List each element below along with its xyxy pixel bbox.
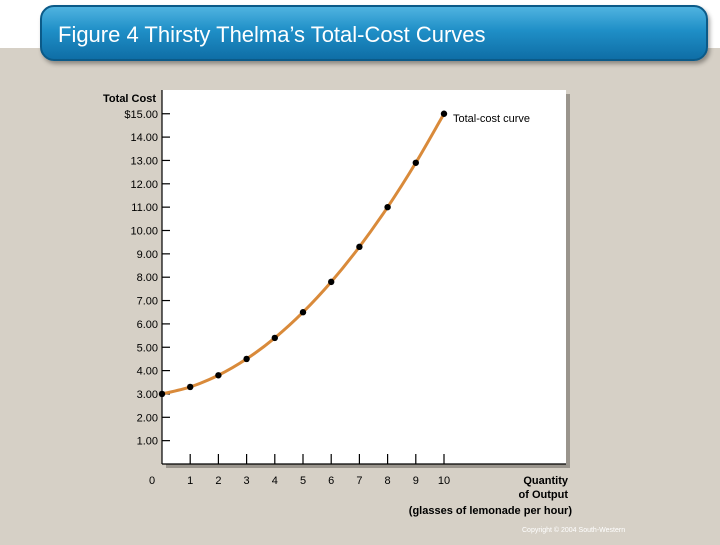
data-point-10 [440, 110, 448, 117]
y-tick-label-3: 4.00 [137, 366, 158, 378]
data-point-7 [356, 243, 363, 251]
data-point-4 [271, 334, 278, 342]
data-point-2 [215, 372, 222, 379]
y-tick-label-5: 6.00 [137, 319, 158, 331]
curve-annotation: Total-cost curve [453, 113, 530, 125]
y-tick-label-13: 14.00 [130, 132, 158, 144]
y-tick-label-10: 11.00 [131, 202, 158, 214]
plot-panel [162, 90, 566, 464]
y-axis-title: Total Cost [103, 93, 156, 105]
data-point-1 [187, 383, 194, 391]
x-tick-label-10: 10 [438, 475, 450, 487]
x-tick-label-7: 7 [356, 475, 362, 487]
y-tick-label-0: 1.00 [137, 436, 158, 448]
data-point-0 [158, 390, 166, 398]
data-point-5 [299, 309, 307, 316]
x-axis-title-line-3: (glasses of lemonade per hour) [409, 505, 573, 517]
data-point-8 [384, 203, 391, 211]
x-tick-label-1: 1 [187, 475, 193, 487]
x-axis-title-line-2: of Output [519, 489, 569, 501]
y-tick-label-8: 9.00 [137, 249, 158, 261]
data-point-9 [412, 159, 419, 166]
y-tick-label-6: 7.00 [137, 296, 158, 308]
y-tick-label-7: 8.00 [137, 272, 158, 284]
y-tick-label-1: 2.00 [137, 412, 158, 424]
x-tick-label-9: 9 [413, 475, 419, 487]
y-tick-label-11: 12.00 [130, 179, 158, 191]
y-tick-label-4: 5.00 [137, 342, 158, 354]
x-tick-label-3: 3 [244, 475, 250, 487]
x-tick-label-2: 2 [215, 475, 221, 487]
y-tick-label-9: 10.00 [130, 226, 158, 238]
page-title: Figure 4 Thirsty Thelma’s Total-Cost Cur… [58, 22, 486, 47]
x-tick-label-0: 0 [149, 475, 155, 487]
y-tick-label-12: 13.00 [130, 155, 158, 167]
copyright-notice: Copyright © 2004 South-Western [522, 527, 626, 534]
y-tick-label-2: 3.00 [137, 389, 158, 401]
title-bar: Figure 4 Thirsty Thelma’s Total-Cost Cur… [40, 5, 708, 61]
x-tick-label-5: 5 [300, 475, 306, 487]
data-point-3 [243, 355, 250, 363]
x-axis-title-line-1: Quantity [523, 475, 568, 487]
x-tick-label-4: 4 [272, 475, 278, 487]
data-point-6 [328, 278, 335, 286]
x-tick-label-8: 8 [385, 475, 391, 487]
x-tick-label-6: 6 [328, 475, 334, 487]
y-tick-label-14: $15.00 [124, 109, 158, 121]
